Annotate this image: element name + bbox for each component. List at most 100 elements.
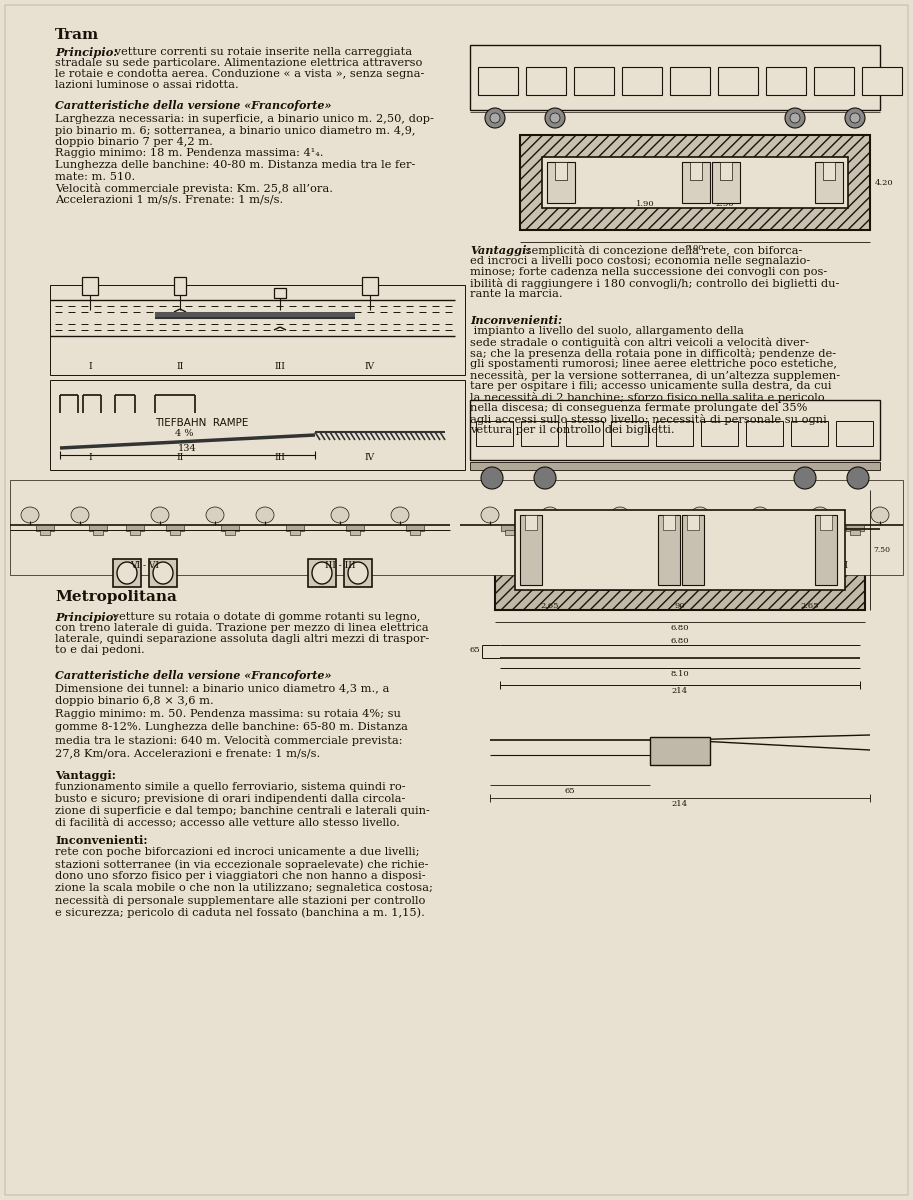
Ellipse shape: [348, 562, 368, 584]
Text: funzionamento simile a quello ferroviario, sistema quindi ro-: funzionamento simile a quello ferroviari…: [55, 782, 405, 792]
Text: laterale, quindi separazione assoluta dagli altri mezzi di traspor-: laterale, quindi separazione assoluta da…: [55, 634, 429, 644]
Bar: [542, 157, 848, 208]
Ellipse shape: [751, 506, 769, 523]
Text: IV: IV: [365, 362, 375, 371]
Ellipse shape: [691, 506, 709, 523]
Bar: [682, 515, 704, 584]
Text: necessità di personale supplementare alle stazioni per controllo: necessità di personale supplementare all…: [55, 895, 425, 906]
Bar: [574, 67, 614, 95]
Bar: [786, 526, 804, 530]
Text: lazioni luminose o assai ridotta.: lazioni luminose o assai ridotta.: [55, 80, 239, 90]
Bar: [350, 530, 360, 535]
Bar: [687, 515, 699, 530]
Text: zione di superficie e dal tempo; banchine centrali e laterali quin-: zione di superficie e dal tempo; banchin…: [55, 806, 430, 816]
Bar: [712, 162, 740, 203]
Bar: [274, 288, 286, 298]
Text: e sicurezza; pericolo di caduta nel fossato (banchina a m. 1,15).: e sicurezza; pericolo di caduta nel foss…: [55, 907, 425, 918]
Bar: [726, 526, 744, 530]
Text: ibilità di raggiungere i 180 convogli/h; controllo dei biglietti du-: ibilità di raggiungere i 180 convogli/h;…: [470, 278, 839, 289]
Bar: [718, 67, 758, 95]
Bar: [611, 421, 648, 446]
Bar: [604, 565, 630, 589]
Bar: [476, 421, 513, 446]
Bar: [790, 530, 800, 535]
Bar: [690, 162, 702, 180]
Text: con treno laterale di guida. Trazione per mezzo di linea elettrica: con treno laterale di guida. Trazione pe…: [55, 623, 428, 634]
Ellipse shape: [490, 113, 500, 122]
Bar: [823, 162, 835, 180]
Text: vettura per il controllo dei biglietti.: vettura per il controllo dei biglietti.: [470, 425, 675, 434]
Text: semplicità di concezione della rete, con biforca-: semplicità di concezione della rete, con…: [522, 245, 803, 256]
Bar: [850, 530, 860, 535]
Bar: [656, 421, 693, 446]
Bar: [113, 559, 141, 587]
Bar: [570, 565, 596, 589]
Bar: [82, 277, 98, 295]
Bar: [563, 530, 573, 535]
Text: 6.80: 6.80: [671, 624, 689, 632]
Bar: [701, 421, 738, 446]
Text: vetture correnti su rotaie inserite nella carreggiata: vetture correnti su rotaie inserite nell…: [111, 47, 412, 56]
Text: 6.80: 6.80: [671, 637, 689, 646]
Text: rete con poche biforcazioni ed incroci unicamente a due livelli;: rete con poche biforcazioni ed incroci u…: [55, 847, 419, 857]
Text: I: I: [89, 454, 92, 462]
Bar: [616, 526, 634, 530]
Ellipse shape: [794, 467, 816, 490]
Bar: [89, 526, 107, 530]
Text: media tra le stazioni: 640 m. Velocità commerciale prevista:: media tra le stazioni: 640 m. Velocità c…: [55, 734, 403, 746]
Bar: [555, 162, 567, 180]
Bar: [520, 515, 542, 584]
Ellipse shape: [545, 108, 565, 128]
Ellipse shape: [331, 506, 349, 523]
Text: Lunghezza delle banchine: 40-80 m. Distanza media tra le fer-: Lunghezza delle banchine: 40-80 m. Dista…: [55, 160, 415, 170]
Text: Vantaggi:: Vantaggi:: [470, 245, 530, 256]
Bar: [820, 515, 832, 530]
Bar: [836, 421, 873, 446]
Bar: [225, 530, 235, 535]
Text: IV: IV: [365, 454, 375, 462]
Bar: [410, 530, 420, 535]
Text: III: III: [275, 454, 286, 462]
Text: II: II: [176, 362, 184, 371]
Text: to e dai pedoni.: to e dai pedoni.: [55, 646, 145, 655]
Bar: [815, 515, 837, 584]
Text: necessità, per la versione sotterranea, di un’altezza supplemen-: necessità, per la versione sotterranea, …: [470, 370, 840, 382]
Ellipse shape: [850, 113, 860, 122]
Ellipse shape: [153, 562, 173, 584]
Bar: [526, 67, 566, 95]
Bar: [658, 515, 680, 584]
Bar: [286, 526, 304, 530]
Bar: [682, 162, 710, 203]
Text: Velocità commerciale prevista: Km. 25,8 all’ora.: Velocità commerciale prevista: Km. 25,8 …: [55, 182, 333, 194]
Text: 2.65: 2.65: [540, 602, 560, 610]
Text: le rotaie e condotta aerea. Conduzione « a vista », senza segna-: le rotaie e condotta aerea. Conduzione «…: [55, 68, 425, 79]
Text: 7.50: 7.50: [873, 546, 890, 554]
Text: 7.00: 7.00: [686, 244, 704, 252]
Text: III: III: [275, 362, 286, 371]
Text: 27,8 Km/ora. Accelerazioni e frenate: 1 m/s/s.: 27,8 Km/ora. Accelerazioni e frenate: 1 …: [55, 748, 320, 758]
Text: Principio:: Principio:: [55, 47, 118, 58]
Text: Raggio minimo: m. 50. Pendenza massima: su rotaia 4%; su: Raggio minimo: m. 50. Pendenza massima: …: [55, 709, 401, 719]
Text: vetture su rotaia o dotate di gomme rotanti su legno,: vetture su rotaia o dotate di gomme rota…: [109, 612, 420, 622]
Bar: [40, 530, 50, 535]
Bar: [720, 162, 732, 180]
Bar: [166, 526, 184, 530]
Text: Inconvenienti:: Inconvenienti:: [470, 314, 562, 326]
Ellipse shape: [21, 506, 39, 523]
Text: Metropolitana: Metropolitana: [55, 590, 177, 604]
Bar: [791, 421, 828, 446]
Bar: [10, 480, 903, 575]
Text: doppio binario 6,8 × 3,6 m.: doppio binario 6,8 × 3,6 m.: [55, 696, 214, 706]
Bar: [221, 526, 239, 530]
Text: impianto a livello del suolo, allargamento della: impianto a livello del suolo, allargamen…: [470, 326, 744, 336]
Ellipse shape: [608, 566, 626, 587]
Text: Larghezza necessaria: in superficie, a binario unico m. 2,50, dop-: Larghezza necessaria: in superficie, a b…: [55, 114, 434, 124]
Text: nella discesa; di conseguenza fermate prolungate del 35%: nella discesa; di conseguenza fermate pr…: [470, 403, 807, 413]
Text: minose; forte cadenza nella successione dei convogli con pos-: minose; forte cadenza nella successione …: [470, 266, 827, 277]
Ellipse shape: [151, 506, 169, 523]
Bar: [406, 526, 424, 530]
Ellipse shape: [256, 506, 274, 523]
Bar: [671, 526, 689, 530]
Ellipse shape: [312, 562, 332, 584]
Text: di facilità di accesso; accesso alle vetture allo stesso livello.: di facilità di accesso; accesso alle vet…: [55, 818, 400, 828]
